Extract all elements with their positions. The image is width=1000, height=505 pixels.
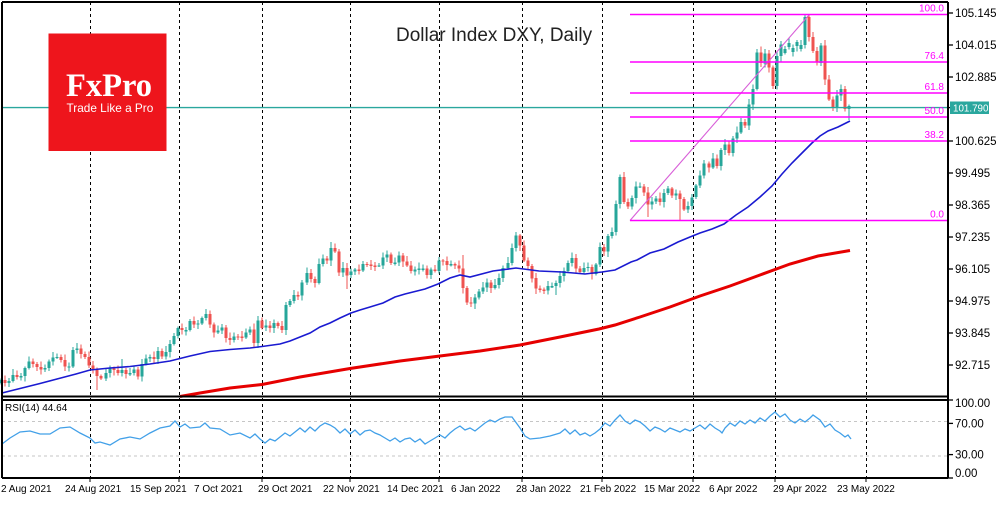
svg-text:97.235: 97.235 [955,232,990,244]
svg-text:100.00: 100.00 [955,398,990,410]
svg-text:96.105: 96.105 [955,264,990,276]
svg-text:0.00: 0.00 [955,468,977,480]
svg-text:100.0: 100.0 [919,4,944,15]
svg-text:93.845: 93.845 [955,328,990,340]
svg-text:98.365: 98.365 [955,200,990,212]
svg-text:Dollar Index DXY, Daily: Dollar Index DXY, Daily [396,25,593,46]
svg-text:FxPro: FxPro [66,68,152,104]
svg-text:101.790: 101.790 [953,103,989,114]
svg-text:Trade Like a Pro: Trade Like a Pro [67,101,154,115]
svg-text:102.885: 102.885 [955,72,997,84]
svg-text:14 Dec 2021: 14 Dec 2021 [387,484,444,495]
svg-text:15 Sep 2021: 15 Sep 2021 [130,484,187,495]
svg-text:15 Mar 2022: 15 Mar 2022 [644,484,701,495]
svg-text:6 Jan 2022: 6 Jan 2022 [451,484,501,495]
svg-text:24 Aug 2021: 24 Aug 2021 [65,484,122,495]
svg-text:94.975: 94.975 [955,296,990,308]
svg-text:0.0: 0.0 [930,210,944,221]
svg-text:38.2: 38.2 [925,130,945,141]
svg-text:6 Apr 2022: 6 Apr 2022 [709,484,758,495]
svg-text:70.00: 70.00 [955,418,984,430]
svg-text:92.715: 92.715 [955,360,990,372]
svg-text:100.625: 100.625 [955,136,997,148]
svg-text:RSI(14) 44.64: RSI(14) 44.64 [5,403,68,414]
svg-text:76.4: 76.4 [925,51,945,62]
svg-text:28 Jan 2022: 28 Jan 2022 [516,484,571,495]
svg-text:30.00: 30.00 [955,450,984,462]
svg-text:21 Feb 2022: 21 Feb 2022 [580,484,637,495]
svg-text:23 May 2022: 23 May 2022 [837,484,895,495]
svg-text:29 Apr 2022: 29 Apr 2022 [773,484,827,495]
svg-text:105.145: 105.145 [955,8,997,20]
svg-text:61.8: 61.8 [925,82,945,93]
svg-text:7 Oct 2021: 7 Oct 2021 [194,484,243,495]
svg-text:50.0: 50.0 [925,106,945,117]
svg-text:99.495: 99.495 [955,168,990,180]
svg-text:104.015: 104.015 [955,40,997,52]
svg-text:22 Nov 2021: 22 Nov 2021 [323,484,380,495]
svg-text:2 Aug 2021: 2 Aug 2021 [1,484,52,495]
svg-text:29 Oct 2021: 29 Oct 2021 [258,484,313,495]
